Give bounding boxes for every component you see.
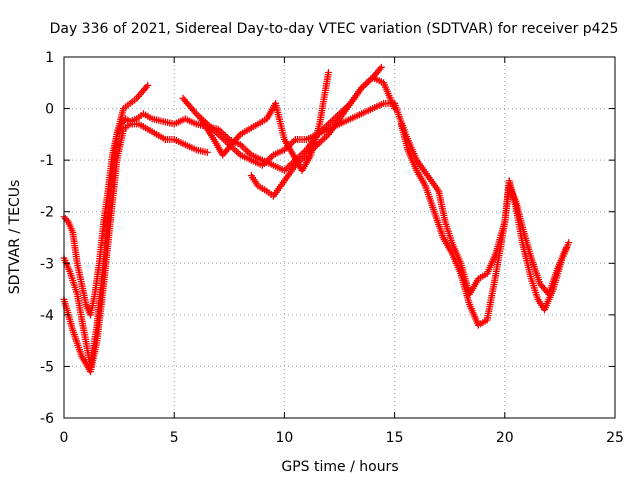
chart-title: Day 336 of 2021, Sidereal Day-to-day VTE…: [50, 21, 619, 37]
y-tick-label: -1: [40, 153, 54, 169]
series-trace-g: [391, 99, 571, 298]
data-point: [565, 239, 573, 247]
y-tick-label: 0: [45, 102, 54, 118]
plot-frame: [63, 56, 616, 419]
y-axis-label: SDTVAR / TECUs: [7, 180, 23, 295]
y-tick-label: 1: [45, 50, 54, 66]
x-tick-label: 5: [170, 430, 179, 446]
data-series: [60, 63, 573, 376]
x-tick-label: 15: [386, 430, 404, 446]
data-point: [377, 63, 385, 71]
series-trace-e: [197, 68, 332, 174]
series-trace-c: [60, 120, 211, 376]
y-tick-label: -6: [40, 411, 54, 427]
data-point: [203, 148, 211, 156]
y-tick-label: -3: [40, 256, 54, 272]
x-tick-label: 20: [496, 430, 514, 446]
x-tick-label: 0: [60, 430, 69, 446]
data-point: [144, 81, 152, 89]
x-axis-label: GPS time / hours: [281, 459, 398, 475]
x-tick-label: 25: [606, 430, 624, 446]
axis-ticks: 0 5 10 15 20 25 -6 -5 -4 -3 -2 -1 0 1: [40, 50, 624, 446]
series-trace-b: [60, 81, 152, 370]
series-trace-h: [397, 120, 573, 329]
x-tick-label: 10: [275, 430, 293, 446]
data-point: [324, 68, 332, 76]
y-tick-label: -4: [40, 308, 54, 324]
y-tick-label: -5: [40, 359, 54, 375]
y-tick-label: -2: [40, 205, 54, 221]
